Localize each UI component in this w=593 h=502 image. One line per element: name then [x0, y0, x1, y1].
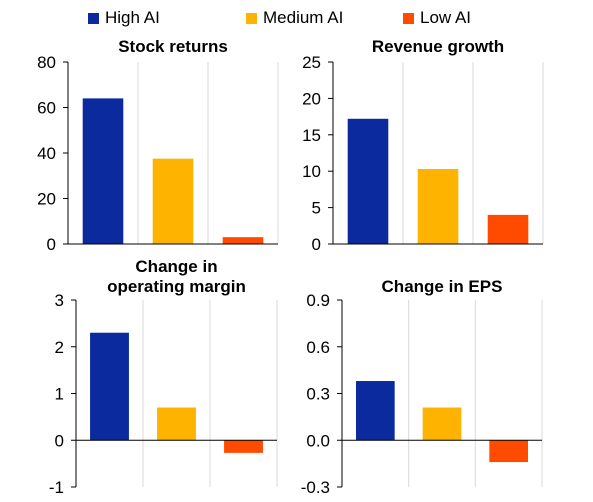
y-tick-label: -0.3 [301, 478, 330, 497]
legend-swatch-medium-ai [246, 12, 257, 24]
legend-label-medium-ai: Medium AI [263, 8, 344, 27]
legend-label-low-ai: Low AI [420, 8, 472, 27]
y-tick-label: 15 [302, 126, 321, 145]
legend-swatch-high-ai [88, 12, 99, 24]
bar-high-ai [356, 381, 395, 441]
bar-low-ai [224, 440, 263, 453]
y-tick-label: 20 [37, 190, 56, 209]
bar-medium-ai [422, 407, 462, 441]
bar-high-ai [347, 118, 389, 244]
y-tick-label: 60 [37, 99, 56, 118]
y-tick-label: 0.3 [306, 385, 330, 404]
panel-title: Stock returns [118, 37, 228, 56]
chart-panel-4: Change in EPS -0.3 0.0 0.3 0.6 0.9 [301, 277, 543, 497]
panel-title: Change in EPS [382, 277, 503, 296]
y-tick-label: 10 [302, 162, 321, 181]
legend-item-high-ai: High AI [88, 8, 160, 28]
y-tick-label: 3 [55, 291, 64, 310]
y-tick-label: 40 [37, 144, 56, 163]
chart-panel-2: Revenue growth 0 5 10 15 20 25 [302, 37, 544, 254]
bar-low-ai [487, 214, 529, 244]
bar-medium-ai [157, 407, 196, 441]
bar-medium-ai [417, 169, 459, 244]
bar-high-ai [90, 332, 129, 441]
legend-swatch-low-ai [403, 12, 414, 24]
y-tick-label: 5 [312, 199, 321, 218]
panel-title: operating margin [107, 277, 246, 296]
y-tick-label: -1 [49, 478, 64, 497]
legend-item-medium-ai: Medium AI [246, 8, 343, 28]
y-tick-label: 0 [312, 235, 321, 254]
legend-label-high-ai: High AI [105, 8, 160, 27]
legend-item-low-ai: Low AI [403, 8, 471, 28]
panel-title: Revenue growth [372, 37, 504, 56]
chart-panel-1: Stock returns 0 20 40 60 80 [37, 37, 279, 254]
bar-low-ai [222, 237, 264, 244]
y-tick-label: 25 [302, 53, 321, 72]
y-tick-label: 2 [55, 338, 64, 357]
y-tick-label: 20 [302, 89, 321, 108]
bar-low-ai [489, 440, 528, 463]
y-tick-label: 0.0 [306, 431, 330, 450]
y-tick-label: 0 [47, 235, 56, 254]
y-tick-label: 0 [55, 431, 64, 450]
y-tick-label: 80 [37, 53, 56, 72]
y-tick-label: 0.6 [306, 338, 330, 357]
bar-high-ai [82, 98, 124, 245]
panel-title: Change in [135, 257, 217, 276]
chart-legend: High AI Medium AI Low AI [0, 0, 593, 36]
bar-medium-ai [152, 158, 194, 244]
y-tick-label: 0.9 [306, 291, 330, 310]
y-tick-label: 1 [55, 385, 64, 404]
